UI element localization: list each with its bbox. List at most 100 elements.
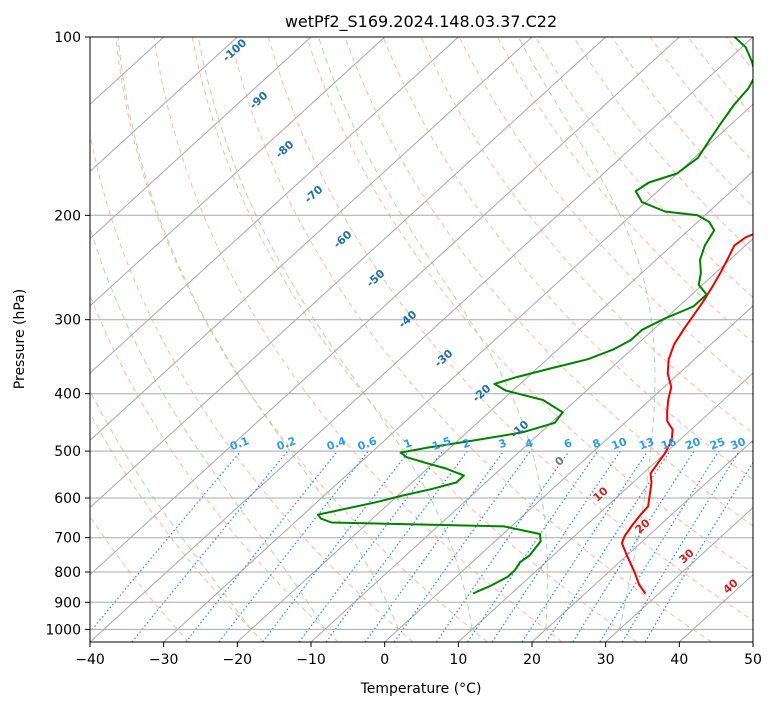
- dry-adiabat: [611, 37, 753, 208]
- y-tick-label: 100: [54, 30, 81, 46]
- isotherm: [90, 37, 386, 307]
- dry-adiabat: [90, 293, 339, 642]
- mixing-ratio-label: 10: [610, 435, 629, 453]
- dry-adiabat: [90, 412, 264, 642]
- mixing-ratio-line: [644, 461, 753, 642]
- dry-adiabat-label: -100: [220, 36, 249, 64]
- dry-adiabat: [90, 515, 190, 642]
- line-labels: -100-90-80-70-60-50-40-30-20-10010203040…: [220, 36, 768, 596]
- plot-frame: [89, 36, 754, 643]
- mixing-ratio-line: [545, 450, 671, 642]
- mixing-ratio-line: [131, 450, 289, 642]
- isotherm: [531, 439, 753, 642]
- isotherm: [90, 37, 459, 374]
- dry-adiabat: [649, 37, 753, 163]
- mixing-ratio-label: 2: [460, 436, 472, 451]
- isotherm: [236, 170, 753, 642]
- moist-adiabat: [318, 37, 548, 630]
- chart-title: wetPf2_S169.2024.148.03.37.C22: [285, 12, 557, 32]
- dry-adiabat: [115, 37, 488, 642]
- dry-adiabat-label: -80: [273, 138, 297, 161]
- dry-adiabat-label: -60: [331, 228, 355, 251]
- mixing-ratio-label: 25: [708, 435, 727, 452]
- dry-adiabat: [90, 131, 414, 642]
- mixing-ratio-line: [325, 450, 468, 642]
- temperature-profile: [620, 233, 753, 595]
- mixing-ratio-line: [435, 450, 570, 642]
- dry-adiabat-label: 0: [552, 454, 567, 469]
- isotherm: [457, 372, 753, 642]
- isotherm: [163, 103, 753, 642]
- x-tick-label: 10: [449, 652, 467, 668]
- pressure-gridlines: [90, 37, 753, 630]
- dry-adiabat-label: -50: [364, 267, 388, 290]
- mixing-ratio-label: 8: [591, 436, 603, 451]
- y-tick-label: 500: [54, 444, 81, 460]
- dry-adiabat: [229, 37, 712, 642]
- x-tick-label: −40: [75, 652, 105, 668]
- dry-adiabat-label: -40: [396, 308, 420, 331]
- y-tick-label: 1000: [45, 622, 81, 638]
- x-tick-label: 40: [670, 652, 688, 668]
- y-tick-label: 600: [54, 491, 81, 507]
- dry-adiabat: [344, 37, 753, 527]
- mixing-ratio-label: 1: [402, 436, 414, 451]
- y-tick-label: 900: [54, 595, 81, 611]
- mixing-ratio-line: [262, 450, 410, 642]
- y-tick-label: 800: [54, 565, 81, 581]
- mixing-ratio-line: [218, 450, 369, 642]
- mixing-ratio-label: 36: [749, 435, 768, 453]
- mixing-ratio-label: 0.6: [356, 434, 379, 453]
- mixing-ratio-line: [599, 450, 720, 642]
- mixing-ratio-line: [393, 450, 531, 642]
- isotherm: [90, 37, 753, 642]
- mixing-ratio-label: 0.2: [275, 434, 298, 453]
- dry-adiabat-label: 30: [677, 546, 697, 566]
- mixing-ratio-line: [521, 450, 649, 642]
- y-tick-label: 300: [54, 313, 81, 329]
- isotherm: [384, 305, 753, 642]
- moist-adiabat: [90, 389, 252, 630]
- x-tick-label: −20: [223, 652, 253, 668]
- y-tick-label: 200: [54, 208, 81, 224]
- dry-adiabat-label: -20: [470, 382, 494, 405]
- mixing-ratio-label: 30: [729, 435, 748, 453]
- x-tick-label: 0: [380, 652, 389, 668]
- mixing-ratio-label: 16: [659, 435, 678, 453]
- background-lines: [90, 37, 775, 642]
- x-tick-label: −30: [149, 652, 179, 668]
- y-tick-label: 400: [54, 387, 81, 403]
- mixing-ratio-label: 6: [562, 436, 574, 451]
- mixing-ratio-label: 0.4: [325, 434, 348, 453]
- y-axis-ticks: 100 200 300 400 500 600 700 800 900 1000: [45, 30, 90, 638]
- dry-adiabat: [765, 37, 775, 642]
- dry-adiabat: [496, 37, 753, 344]
- dry-adiabat: [268, 37, 753, 622]
- x-tick-label: 50: [744, 652, 762, 668]
- x-axis-ticks: −40 −30 −20 −10 0 10 20 30 40 50: [75, 642, 762, 668]
- dry-adiabat-label: 10: [591, 484, 611, 504]
- mixing-ratio-line: [364, 450, 505, 642]
- mixing-ratio-line: [572, 450, 695, 642]
- moist-adiabat: [117, 37, 399, 630]
- mixing-ratio-label: 1.5: [430, 434, 453, 453]
- y-tick-label: 700: [54, 531, 81, 547]
- dry-adiabat: [153, 37, 563, 642]
- dry-adiabat: [458, 37, 753, 389]
- dry-adiabat: [573, 37, 753, 253]
- x-tick-label: −10: [296, 652, 326, 668]
- dry-adiabat: [726, 37, 753, 71]
- isotherm: [90, 37, 680, 576]
- mixing-ratio-line: [185, 450, 339, 642]
- isotherm: [90, 37, 312, 240]
- x-tick-label: 30: [597, 652, 615, 668]
- dry-adiabat-label: -70: [302, 183, 326, 206]
- dry-adiabat: [191, 37, 638, 642]
- isotherm: [605, 506, 753, 642]
- moist-adiabat: [90, 226, 326, 630]
- isotherm: [752, 641, 753, 642]
- dry-adiabat: [306, 37, 753, 574]
- isotherm: [90, 37, 607, 509]
- mixing-ratio-label: 20: [683, 435, 702, 453]
- x-tick-label: 20: [523, 652, 541, 668]
